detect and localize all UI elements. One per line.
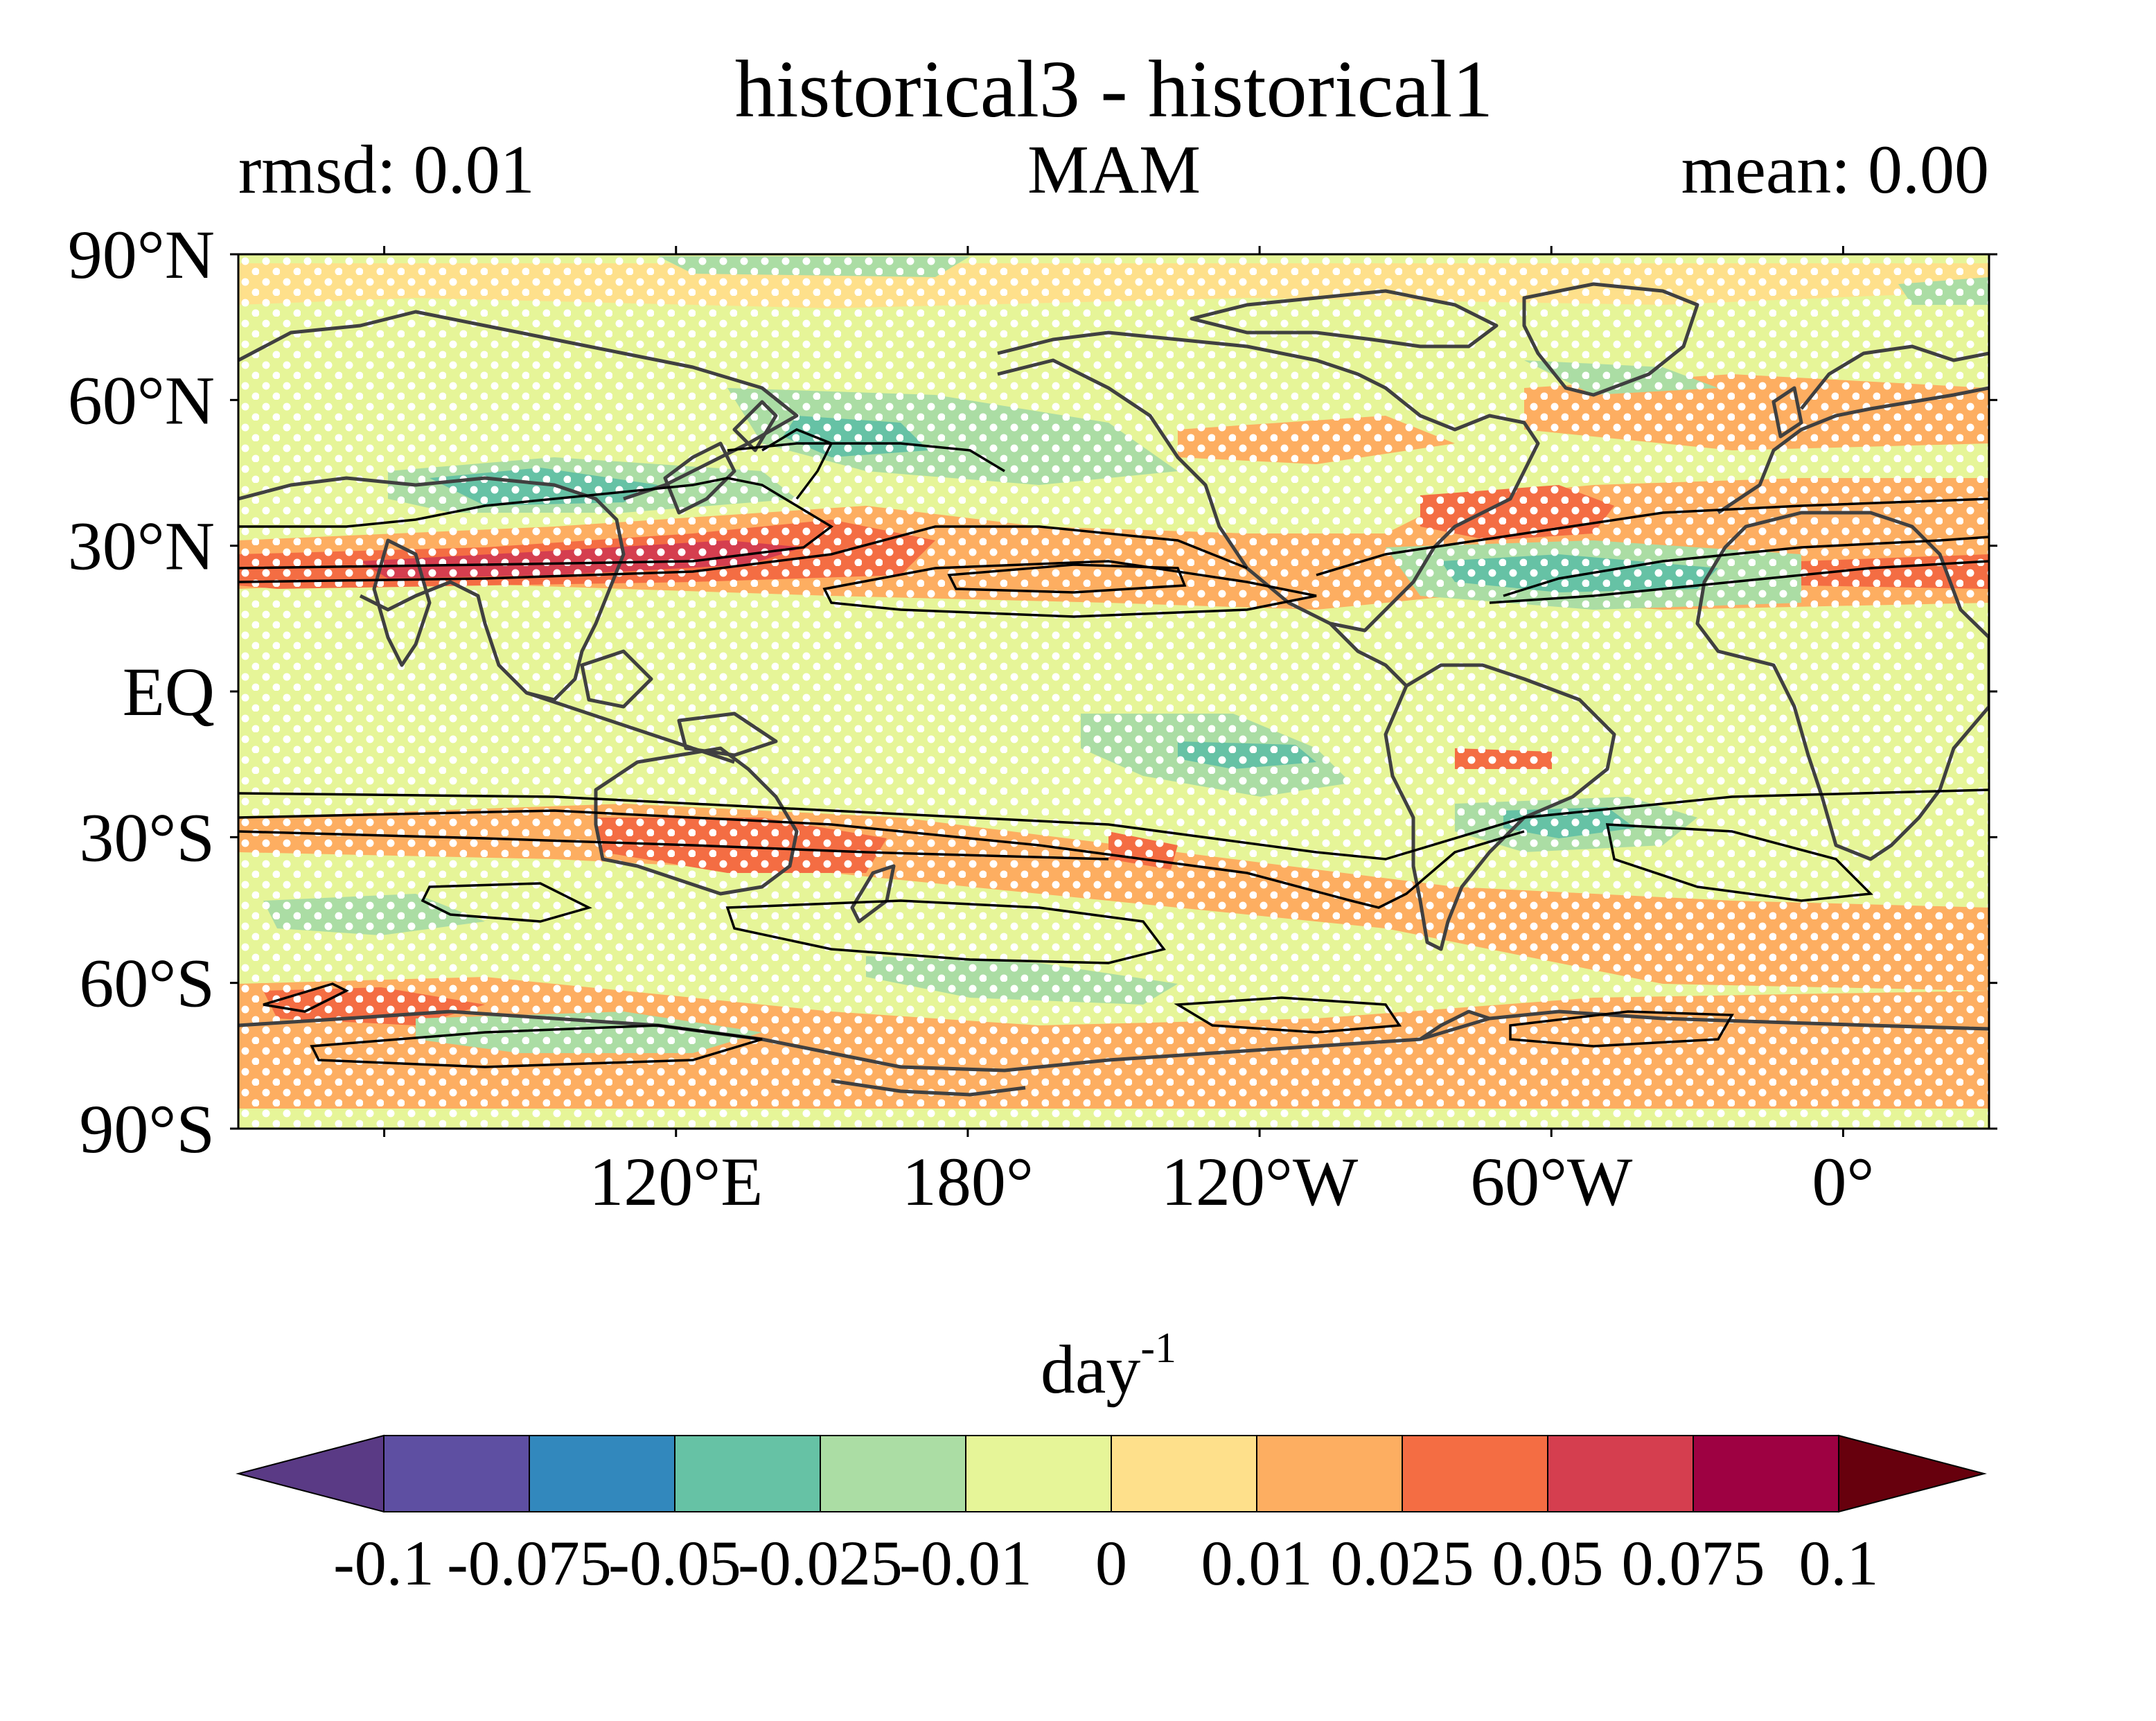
colorbar-swatch xyxy=(674,1435,821,1512)
latitude-axis: 90°N 60°N 30°N EQ 30°S 60°S 90°S xyxy=(68,216,1997,1167)
coastline-central-america xyxy=(1329,622,1408,687)
coastline-antarctica xyxy=(238,1009,1989,1073)
contour-line xyxy=(822,560,1317,618)
coastline-arctic-islands xyxy=(1190,289,1499,348)
contour-line xyxy=(1509,1010,1734,1048)
coastline-europe xyxy=(1717,386,1989,515)
coastline-antarctic-peninsula xyxy=(1419,1009,1490,1041)
subtitle-center: MAM xyxy=(1027,131,1201,208)
colorbar-swatch xyxy=(1111,1435,1257,1512)
contour-line xyxy=(1605,823,1873,902)
longitude-axis: 120°E 180° 120°W 60°W 0° xyxy=(383,246,1874,1220)
coastline-kamchatka xyxy=(732,400,778,452)
colorbar-tick-label: -0.075 xyxy=(447,1528,612,1598)
coastline-antarctic-shelf xyxy=(831,1079,1026,1097)
contour-line xyxy=(263,982,349,1013)
colorbar-swatch xyxy=(965,1435,1112,1512)
contour-line xyxy=(238,830,1109,860)
colorbar-tick-label: 0.025 xyxy=(1331,1528,1474,1598)
coastlines xyxy=(238,282,1989,1097)
colorbar-swatch xyxy=(1693,1435,1839,1512)
lat-label: 90°S xyxy=(79,1091,215,1167)
lon-label: 120°W xyxy=(1161,1143,1359,1220)
colorbar-swatch xyxy=(1402,1435,1548,1512)
colorbar-tick-label: 0 xyxy=(1095,1528,1127,1598)
colorbar-over-extension xyxy=(1838,1434,1987,1513)
contour-line xyxy=(238,525,1248,583)
figure-title: historical3 - historical1 xyxy=(735,44,1494,134)
lat-label: 30°N xyxy=(68,508,215,585)
coastline-scandinavia xyxy=(1800,344,1989,410)
contour-line xyxy=(1174,996,1402,1034)
subtitle-left: rmsd: 0.01 xyxy=(238,131,535,208)
contour-line xyxy=(1316,497,1989,576)
contour-line xyxy=(1489,560,1989,604)
colorbar-tick-label: -0.1 xyxy=(333,1528,434,1598)
coastline-south-america xyxy=(1384,663,1616,951)
colorbar-unit-label: day-1 xyxy=(1041,1325,1176,1408)
contour-line xyxy=(238,809,1525,909)
coastline-new-guinea xyxy=(677,712,778,757)
colorbar-tick-label: -0.025 xyxy=(738,1528,903,1598)
colorbar-tick-label: 0.075 xyxy=(1622,1528,1765,1598)
lon-label: 120°E xyxy=(589,1143,763,1220)
colorbar-swatch xyxy=(1547,1435,1694,1512)
contour-line xyxy=(947,563,1187,594)
coastline-greenland xyxy=(1522,282,1699,397)
contour-line xyxy=(238,477,834,570)
colorbar-swatch xyxy=(820,1435,966,1512)
contour-line xyxy=(1503,536,1989,597)
colorbar-swatch xyxy=(529,1435,675,1512)
colorbar-tick-label: -0.01 xyxy=(899,1528,1032,1598)
coastline-australia xyxy=(594,746,799,896)
colorbar-tick-label: 0.01 xyxy=(1201,1528,1313,1598)
coastline-borneo xyxy=(580,649,653,709)
colorbar: -0.1 -0.075-0.05-0.025-0.01 0 0.01 0.025 0.05… xyxy=(236,1434,1987,1598)
contour-line xyxy=(761,428,833,500)
climatology-contours xyxy=(238,428,1989,1068)
colorbar-tick-label: 0.1 xyxy=(1799,1528,1879,1598)
colorbar-unit-base: day xyxy=(1041,1331,1140,1408)
lon-label: 60°W xyxy=(1470,1143,1633,1220)
contour-line xyxy=(238,788,1989,860)
lon-label: 180° xyxy=(902,1143,1034,1220)
contour-line xyxy=(310,1024,763,1068)
coastline-india xyxy=(372,538,432,667)
lat-label: 60°S xyxy=(79,945,215,1022)
colorbar-under-extension xyxy=(236,1434,385,1513)
colorbar-swatch xyxy=(383,1435,530,1512)
colorbar-unit-exponent: -1 xyxy=(1140,1325,1176,1372)
lat-label: 30°S xyxy=(79,799,215,876)
lat-label: 90°N xyxy=(68,216,215,293)
coastline-uk xyxy=(1771,386,1803,439)
contour-line xyxy=(725,899,1166,964)
coastline-japan xyxy=(663,441,736,515)
colorbar-tick-label: 0.05 xyxy=(1492,1528,1604,1598)
lat-label: EQ xyxy=(123,653,215,730)
contour-line xyxy=(421,882,592,923)
lon-label: 0° xyxy=(1812,1143,1874,1220)
subtitle-right: mean: 0.00 xyxy=(1681,131,1989,208)
colorbar-swatch xyxy=(1256,1435,1403,1512)
contour-line xyxy=(727,442,1005,473)
significance-stipple xyxy=(238,254,1989,1129)
coastline-north-america xyxy=(997,330,1540,633)
lat-label: 60°N xyxy=(68,362,215,439)
coastline-africa xyxy=(1695,511,1989,861)
colorbar-tick-label: -0.05 xyxy=(608,1528,741,1598)
coastline-asia-east xyxy=(238,476,626,702)
coastline-asia-north xyxy=(238,310,799,501)
map-panel xyxy=(238,254,1989,1129)
